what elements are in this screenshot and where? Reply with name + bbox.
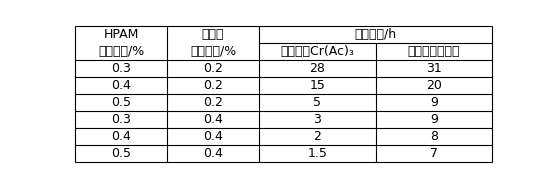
Text: 0.5: 0.5 bbox=[111, 147, 131, 160]
Text: 0.2: 0.2 bbox=[203, 79, 223, 92]
Text: 0.4: 0.4 bbox=[111, 79, 131, 92]
Text: 0.4: 0.4 bbox=[203, 147, 223, 160]
Text: 0.5: 0.5 bbox=[111, 96, 131, 109]
Text: 2: 2 bbox=[314, 130, 321, 143]
Text: 1.5: 1.5 bbox=[307, 147, 327, 160]
Text: 9: 9 bbox=[430, 96, 438, 109]
Text: 20: 20 bbox=[426, 79, 442, 92]
Text: 0.4: 0.4 bbox=[111, 130, 131, 143]
Text: 0.2: 0.2 bbox=[203, 96, 223, 109]
Text: 多重乳液交联剧: 多重乳液交联剧 bbox=[408, 45, 460, 58]
Text: 交联剧: 交联剧 bbox=[202, 28, 224, 41]
Text: 3: 3 bbox=[314, 113, 321, 126]
Text: HPAM: HPAM bbox=[104, 28, 139, 41]
Text: 0.4: 0.4 bbox=[203, 113, 223, 126]
Text: 8: 8 bbox=[430, 130, 438, 143]
Text: 质量分数/%: 质量分数/% bbox=[98, 45, 145, 58]
Text: 质量分数/%: 质量分数/% bbox=[190, 45, 236, 58]
Text: 31: 31 bbox=[426, 62, 442, 75]
Text: 0.4: 0.4 bbox=[203, 130, 223, 143]
Text: 15: 15 bbox=[309, 79, 325, 92]
Text: 9: 9 bbox=[430, 113, 438, 126]
Text: 0.3: 0.3 bbox=[111, 62, 131, 75]
Text: 7: 7 bbox=[430, 147, 438, 160]
Text: 0.2: 0.2 bbox=[203, 62, 223, 75]
Text: 28: 28 bbox=[309, 62, 325, 75]
Text: 成冻时间/h: 成冻时间/h bbox=[355, 28, 397, 41]
Text: 0.3: 0.3 bbox=[111, 113, 131, 126]
Text: 未包覆的Cr(Ac)₃: 未包覆的Cr(Ac)₃ bbox=[280, 45, 354, 58]
Text: 5: 5 bbox=[313, 96, 321, 109]
